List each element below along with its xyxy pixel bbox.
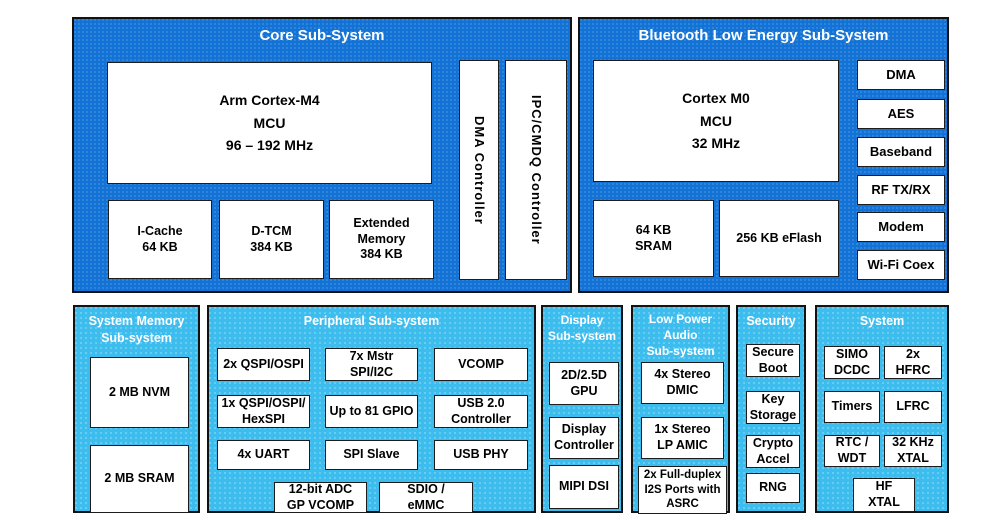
key-storage-box: Key Storage <box>746 391 800 424</box>
vcomp-box: VCOMP <box>434 348 528 381</box>
system-memory-title: System Memory Sub-system <box>88 314 185 345</box>
ble-subsystem-title: Bluetooth Low Energy Sub-System <box>638 27 889 44</box>
usb-phy-box: USB PHY <box>434 440 528 470</box>
hfrc-box: 2x HFRC <box>884 346 942 379</box>
mipi-dsi-box: MIPI DSI <box>549 465 619 509</box>
ipc-cmdq-controller-box: IPC/CMDQ Controller <box>505 60 567 280</box>
audio-title: Low Power Audio Sub-system <box>646 312 715 358</box>
system-memory-container: System Memory Sub-system 2 MB NVM 2 MB S… <box>73 305 200 513</box>
arm-cortex-m4-box: Arm Cortex-M4 MCU 96 – 192 MHz <box>107 62 432 184</box>
amic-box: 1x Stereo LP AMIC <box>641 417 724 459</box>
extended-memory-box: Extended Memory 384 KB <box>329 200 434 279</box>
mstr-spi-i2c-box: 7x Mstr SPI/I2C <box>325 348 418 381</box>
display-controller-box: Display Controller <box>549 417 619 459</box>
audio-container: Low Power Audio Sub-system 4x Stereo DMI… <box>631 305 730 514</box>
icache-box: I-Cache 64 KB <box>108 200 212 279</box>
crypto-accel-box: Crypto Accel <box>746 435 800 468</box>
secure-boot-box: Secure Boot <box>746 344 800 377</box>
nvm-box: 2 MB NVM <box>90 357 189 428</box>
qspi-ospi-box: 2x QSPI/OSPI <box>217 348 310 381</box>
simo-dcdc-box: SIMO DCDC <box>824 346 880 379</box>
gpu-box: 2D/2.5D GPU <box>549 362 619 405</box>
i2s-asrc-box: 2x Full-duplex I2S Ports with ASRC <box>638 466 727 514</box>
ble-sram-box: 64 KB SRAM <box>593 200 714 277</box>
security-container: Security Secure Boot Key Storage Crypto … <box>736 305 806 513</box>
rf-txrx-box: RF TX/RX <box>857 175 945 205</box>
baseband-box: Baseband <box>857 137 945 167</box>
cortex-m0-box: Cortex M0 MCU 32 MHz <box>593 60 839 182</box>
gpio-box: Up to 81 GPIO <box>325 395 418 428</box>
core-subsystem-container: Core Sub-System Arm Cortex-M4 MCU 96 – 1… <box>72 17 572 293</box>
lfrc-box: LFRC <box>884 391 942 423</box>
sysmem-sram-box: 2 MB SRAM <box>90 445 189 513</box>
system-container: System SIMO DCDC 2x HFRC Timers LFRC RTC… <box>815 305 949 513</box>
dmic-box: 4x Stereo DMIC <box>641 362 724 404</box>
ble-eflash-box: 256 KB eFlash <box>719 200 839 277</box>
wifi-coex-box: Wi-Fi Coex <box>857 250 945 280</box>
display-container: Display Sub-system 2D/2.5D GPU Display C… <box>541 305 623 513</box>
rtc-wdt-box: RTC / WDT <box>824 435 880 467</box>
modem-box: Modem <box>857 212 945 242</box>
display-title: Display Sub-system <box>547 313 617 343</box>
spi-slave-box: SPI Slave <box>325 440 418 470</box>
dtcm-box: D-TCM 384 KB <box>219 200 324 279</box>
hf-xtal-box: HF XTAL <box>853 478 915 512</box>
hexspi-box: 1x QSPI/OSPI/ HexSPI <box>217 395 310 428</box>
ble-dma-box: DMA <box>857 60 945 90</box>
usb2-controller-box: USB 2.0 Controller <box>434 395 528 428</box>
sdio-emmc-box: SDIO / eMMC <box>379 482 473 513</box>
ble-subsystem-container: Bluetooth Low Energy Sub-System Cortex M… <box>578 17 949 293</box>
32khz-xtal-box: 32 KHz XTAL <box>884 435 942 467</box>
peripheral-container: Peripheral Sub-system 2x QSPI/OSPI 7x Ms… <box>207 305 536 513</box>
rng-box: RNG <box>746 473 800 503</box>
security-title: Security <box>746 314 796 328</box>
peripheral-title: Peripheral Sub-system <box>303 314 440 328</box>
adc-vcomp-box: 12-bit ADC GP VCOMP <box>274 482 367 513</box>
aes-box: AES <box>857 99 945 129</box>
dma-controller-box: DMA Controller <box>459 60 499 280</box>
timers-box: Timers <box>824 391 880 423</box>
system-title: System <box>859 314 905 328</box>
uart-box: 4x UART <box>217 440 310 470</box>
core-subsystem-title: Core Sub-System <box>259 27 385 44</box>
